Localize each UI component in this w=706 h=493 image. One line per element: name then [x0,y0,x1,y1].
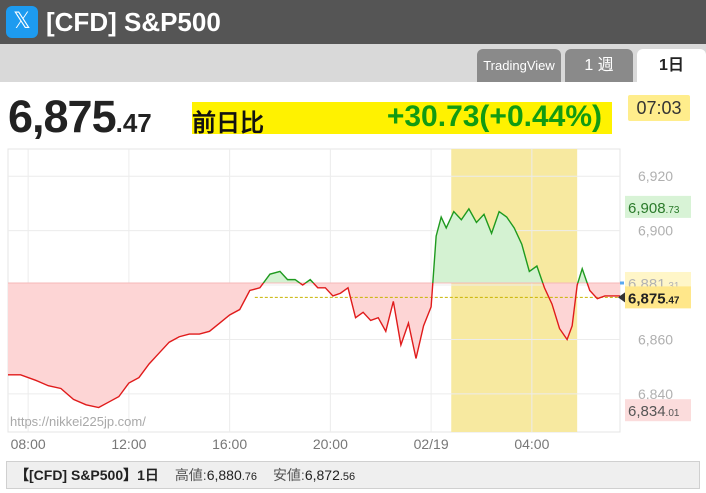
area-below-reference [8,282,620,408]
x-tick-label: 20:00 [313,436,348,452]
x-tick-label: 16:00 [212,436,247,452]
price-integer: 6,875 [8,91,117,142]
tab-1-day[interactable]: 1日 [637,49,706,82]
window-title: [CFD] S&P500 [46,7,221,37]
y-tick-label: 6,840 [638,386,673,402]
x-tick-label: 04:00 [514,436,549,452]
x-tick-label: 12:00 [111,436,146,452]
current-price-pointer [618,292,625,303]
x-tick-label: 08:00 [11,436,46,452]
current-price: 6,875.47 [8,92,152,148]
change-banner: 前日比 +30.73(+0.44%) [192,100,612,137]
change-value: +30.73(+0.44%) [386,100,602,133]
price-line-up [262,207,588,283]
high-value-dec: .76 [241,471,258,483]
low-label: 安値: [272,467,305,483]
footer-bar: 【[CFD] S&P500】1日 高値:6,880.76 安値:6,872.56 [6,461,700,489]
high-marker-label: 6,908.73 [628,200,680,217]
price-chart[interactable]: 6,8406,8606,8806,9006,92008:0012:0016:00… [0,135,706,459]
x-tick-label: 02/19 [414,436,449,452]
price-line-down [8,282,620,409]
y-tick-label: 6,860 [638,331,673,347]
current-price-label-bg [625,286,691,309]
y-tick-label: 6,900 [638,223,673,239]
y-tick-label: 6,920 [638,168,673,184]
change-label: 前日比 [192,110,264,137]
title-bar: 𝕏 [CFD] S&P500 [0,0,706,44]
footer-ticker: 【[CFD] S&P500】1日 [15,467,159,483]
tab-1-week[interactable]: 1 週 [565,49,633,82]
current-price-label: 6,875.47 [628,290,680,307]
high-marker-label-bg [625,195,691,218]
low-value-dec: .56 [339,471,356,483]
high-value-main: 6,880 [206,467,242,483]
low-value-main: 6,872 [304,467,340,483]
time-badge: 07:03 [628,95,690,121]
low-marker-label: 6,834.01 [628,403,680,420]
price-decimal: .47 [115,108,152,138]
area-above-reference [8,208,620,283]
tab-tradingview[interactable]: TradingView [477,49,561,82]
tab-strip: TradingView 1 週 1日 [0,44,706,82]
high-label: 高値: [174,467,207,483]
x-logo-icon[interactable]: 𝕏 [6,6,38,38]
watermark: https://nikkei225jp.com/ [10,414,146,429]
low-marker-label-bg [625,399,691,422]
